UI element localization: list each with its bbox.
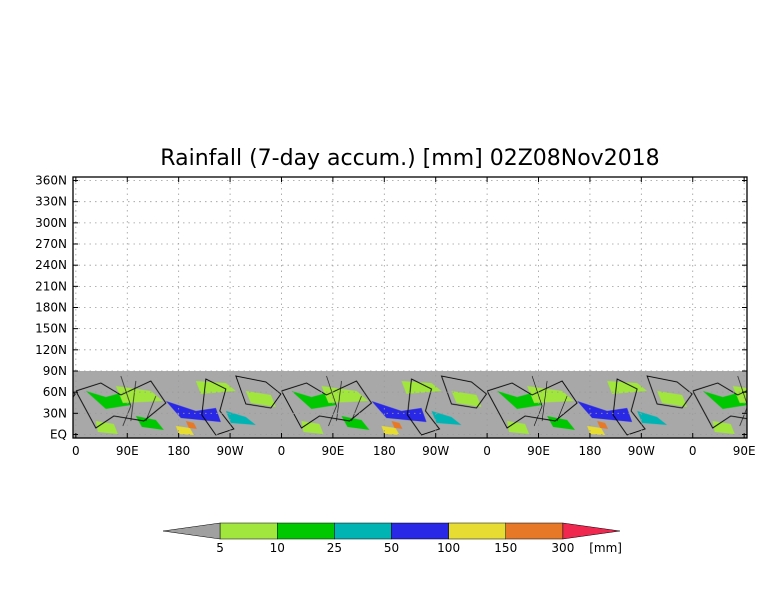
x-tick-label: 0 <box>483 444 491 458</box>
y-tick-label: 270N <box>35 237 67 251</box>
x-tick-label: 90W <box>217 444 244 458</box>
colorbar-legend: 5 10 25 50 100 150 300 [mm] <box>162 522 622 555</box>
colorbar-unit-label: [mm] <box>589 541 622 555</box>
colorbar-level-label: 25 <box>327 541 342 555</box>
grid <box>73 177 747 438</box>
colorbar-segment <box>219 522 278 540</box>
colorbar-segment <box>277 522 335 540</box>
colorbar-segment <box>448 522 506 540</box>
colorbar-segment <box>334 522 392 540</box>
y-tick-label: 240N <box>35 258 67 272</box>
colorbar-level-label: 150 <box>494 541 517 555</box>
colorbar-level-label: 50 <box>384 541 399 555</box>
colorbar-level-label: 100 <box>437 541 460 555</box>
x-tick-label: 0 <box>278 444 286 458</box>
y-tick-label: 210N <box>35 279 67 293</box>
y-tick-label: 150N <box>35 322 67 336</box>
x-tick-label: 180 <box>167 444 190 458</box>
x-tick-label: 90E <box>321 444 344 458</box>
x-axis: 0 90E 180 90W 0 90E 180 90W 0 90E 180 90W 0 90E <box>72 177 756 458</box>
colorbar-level-label: 5 <box>216 541 224 555</box>
rainfall-data-region <box>73 370 747 438</box>
x-tick-label: 90E <box>116 444 139 458</box>
y-tick-label: 300N <box>35 216 67 230</box>
x-tick-label: 180 <box>578 444 601 458</box>
chart-title: Rainfall (7-day accum.) [mm] 02Z08Nov201… <box>160 146 659 171</box>
y-axis: EQ 30N 60N 90N 120N 150N 180N 210N 240N 270N 300N 3… <box>35 174 747 441</box>
y-tick-label: 90N <box>43 364 67 378</box>
x-tick-label: 0 <box>72 444 80 458</box>
colorbar-segment <box>391 522 449 540</box>
y-tick-label: 330N <box>35 195 67 209</box>
colorbar-level-label: 10 <box>270 541 285 555</box>
colorbar-segment <box>562 522 621 540</box>
y-tick-label: 180N <box>35 301 67 315</box>
y-tick-label: 360N <box>35 174 67 188</box>
x-tick-label: 90W <box>422 444 449 458</box>
y-tick-label: 60N <box>43 385 67 399</box>
y-tick-label: 30N <box>43 406 67 420</box>
y-tick-label: 120N <box>35 343 67 357</box>
colorbar-segment <box>505 522 564 540</box>
x-tick-label: 0 <box>689 444 697 458</box>
colorbar-level-label: 300 <box>551 541 574 555</box>
x-tick-label: 90W <box>628 444 655 458</box>
x-tick-label: 90E <box>527 444 550 458</box>
y-tick-label: EQ <box>50 427 67 441</box>
colorbar-segment <box>162 522 221 540</box>
plot-area: 0 90E 180 90W 0 90E 180 90W 0 90E 180 90W 0 90E EQ 30N… <box>35 174 755 458</box>
x-tick-label: 90E <box>733 444 756 458</box>
x-tick-label: 180 <box>373 444 396 458</box>
